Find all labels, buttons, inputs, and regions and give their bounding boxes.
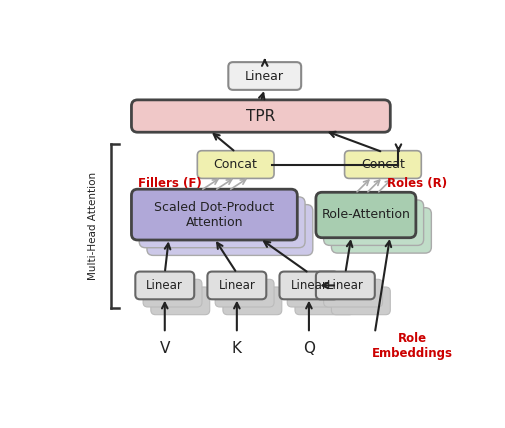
FancyBboxPatch shape (287, 279, 345, 307)
FancyBboxPatch shape (223, 287, 281, 315)
Text: Multi-Head Attention: Multi-Head Attention (87, 172, 97, 280)
FancyBboxPatch shape (344, 151, 421, 178)
Text: Concat: Concat (360, 158, 404, 171)
FancyBboxPatch shape (131, 100, 389, 132)
FancyBboxPatch shape (228, 62, 300, 90)
FancyBboxPatch shape (135, 272, 194, 299)
FancyBboxPatch shape (215, 279, 274, 307)
Text: Role
Embeddings: Role Embeddings (371, 332, 451, 360)
FancyBboxPatch shape (323, 279, 382, 307)
FancyBboxPatch shape (139, 197, 305, 248)
FancyBboxPatch shape (131, 189, 297, 240)
FancyBboxPatch shape (323, 200, 423, 245)
Text: Linear: Linear (218, 279, 255, 292)
FancyBboxPatch shape (279, 272, 338, 299)
Text: V: V (159, 341, 170, 356)
FancyBboxPatch shape (331, 287, 389, 315)
Text: Q: Q (302, 341, 314, 356)
Text: Fillers (F): Fillers (F) (138, 176, 201, 190)
Text: K: K (231, 341, 241, 356)
Text: TPR: TPR (246, 109, 275, 124)
Text: Concat: Concat (213, 158, 257, 171)
Text: Roles (R): Roles (R) (386, 176, 446, 190)
FancyBboxPatch shape (207, 272, 266, 299)
FancyBboxPatch shape (294, 287, 353, 315)
FancyBboxPatch shape (150, 287, 209, 315)
FancyBboxPatch shape (315, 192, 415, 238)
Text: Linear: Linear (326, 279, 363, 292)
Text: Linear: Linear (245, 69, 284, 83)
FancyBboxPatch shape (331, 208, 431, 253)
Text: Linear: Linear (290, 279, 327, 292)
Text: Scaled Dot-Product
Attention: Scaled Dot-Product Attention (154, 201, 274, 229)
Text: Role-Attention: Role-Attention (321, 208, 410, 221)
FancyBboxPatch shape (197, 151, 274, 178)
FancyBboxPatch shape (143, 279, 201, 307)
FancyBboxPatch shape (315, 272, 374, 299)
FancyBboxPatch shape (146, 205, 312, 256)
Text: Linear: Linear (146, 279, 183, 292)
